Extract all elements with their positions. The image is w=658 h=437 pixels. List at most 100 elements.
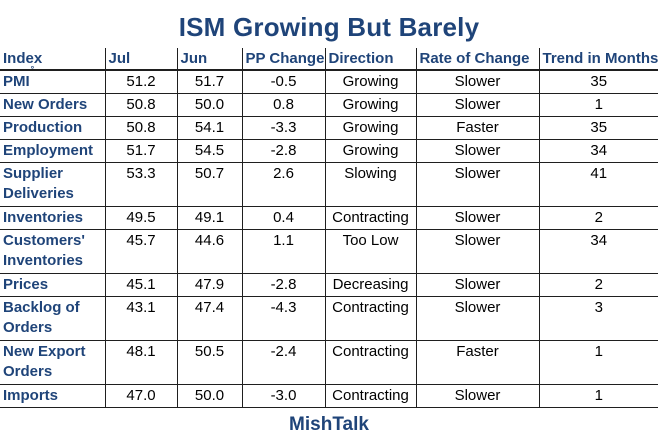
cell-jun: 47.4 xyxy=(176,296,242,341)
row-label-cell: Supplier Deliveries xyxy=(0,162,105,207)
cell-jul: 51.2 xyxy=(104,70,177,94)
cell-jun: 47.9 xyxy=(176,273,242,297)
row-label-cell: PMI° xyxy=(0,65,105,94)
cell-jul: 45.1 xyxy=(104,273,177,297)
cell-direction: Growing xyxy=(324,116,416,140)
table-row: New Orders 50.8 50.0 0.8 Growing Slower 1 xyxy=(0,93,658,117)
column-header-index: Index xyxy=(0,48,105,71)
cell-pp-change: -0.5 xyxy=(241,70,325,94)
row-label: PMI xyxy=(3,73,30,90)
cell-jun: 50.7 xyxy=(176,162,242,207)
row-label: Prices xyxy=(3,276,49,293)
cell-trend-in-months: 41 xyxy=(538,162,658,207)
cell-pp-change: 0.4 xyxy=(241,206,325,230)
cell-rate-of-change: Slower xyxy=(415,206,539,230)
column-header-trend-in-months: Trend in Months xyxy=(538,48,658,71)
row-label: Backlog of Orders xyxy=(3,299,80,336)
table-row: Prices 45.1 47.9 -2.8 Decreasing Slower 2 xyxy=(0,273,658,297)
cell-jul: 50.8 xyxy=(104,116,177,140)
cell-jun: 54.5 xyxy=(176,139,242,163)
table-row: PMI° 51.2 51.7 -0.5 Growing Slower 35 xyxy=(0,65,658,94)
row-label: Customers' Inventories xyxy=(3,232,85,269)
cell-jul: 49.5 xyxy=(104,206,177,230)
row-label-cell: Production xyxy=(0,116,105,140)
cell-direction: Decreasing xyxy=(324,273,416,297)
row-label: Supplier Deliveries xyxy=(3,165,74,202)
cell-pp-change: -2.8 xyxy=(241,139,325,163)
row-label-cell: Prices xyxy=(0,273,105,297)
column-header-jul: Jul xyxy=(104,48,177,71)
cell-pp-change: -2.8 xyxy=(241,273,325,297)
cell-rate-of-change: Slower xyxy=(415,229,539,274)
cell-jul: 48.1 xyxy=(104,340,177,385)
table-row: Supplier Deliveries 53.3 50.7 2.6 Slowing Slo… xyxy=(0,162,658,207)
table-row: Backlog of Orders 43.1 47.4 -4.3 Contracting… xyxy=(0,296,658,341)
row-label: Production xyxy=(3,119,83,136)
cell-rate-of-change: Slower xyxy=(415,273,539,297)
cell-pp-change: -3.0 xyxy=(241,384,325,408)
table-row: Imports 47.0 50.0 -3.0 Contracting Slower 1 xyxy=(0,384,658,408)
cell-rate-of-change: Faster xyxy=(415,116,539,140)
row-label: New Orders xyxy=(3,96,88,113)
row-label-cell: Customers' Inventories xyxy=(0,229,105,274)
cell-pp-change: -3.3 xyxy=(241,116,325,140)
cell-jun: 51.7 xyxy=(176,70,242,94)
cell-direction: Too Low xyxy=(324,229,416,274)
cell-rate-of-change: Slower xyxy=(415,93,539,117)
cell-rate-of-change: Slower xyxy=(415,162,539,207)
cell-jun: 44.6 xyxy=(176,229,242,274)
cell-trend-in-months: 2 xyxy=(538,206,658,230)
cell-pp-change: 1.1 xyxy=(241,229,325,274)
cell-trend-in-months: 34 xyxy=(538,139,658,163)
row-label: Employment xyxy=(3,142,94,159)
cell-jul: 43.1 xyxy=(104,296,177,341)
cell-trend-in-months: 1 xyxy=(538,340,658,385)
cell-trend-in-months: 35 xyxy=(538,70,658,94)
table-row: New Export Orders 48.1 50.5 -2.4 Contracting… xyxy=(0,340,658,385)
cell-rate-of-change: Slower xyxy=(415,139,539,163)
ism-table: Index Jul Jun PP Change Direction Rate of Cha… xyxy=(0,48,658,408)
cell-trend-in-months: 34 xyxy=(538,229,658,274)
footer-brand: MishTalk xyxy=(289,414,369,435)
cell-trend-in-months: 35 xyxy=(538,116,658,140)
cell-jul: 45.7 xyxy=(104,229,177,274)
table-row: Production 50.8 54.1 -3.3 Growing Faster 35 xyxy=(0,116,658,140)
page-title: ISM Growing But Barely xyxy=(178,12,480,42)
cell-jul: 51.7 xyxy=(104,139,177,163)
row-label-cell: New Export Orders xyxy=(0,340,105,385)
row-label-cell: Employment xyxy=(0,139,105,163)
cell-jun: 50.0 xyxy=(176,93,242,117)
cell-jul: 50.8 xyxy=(104,93,177,117)
table-row: Customers' Inventories 45.7 44.6 1.1 Too Low… xyxy=(0,229,658,274)
cell-jun: 50.0 xyxy=(176,384,242,408)
cell-pp-change: -4.3 xyxy=(241,296,325,341)
cell-rate-of-change: Slower xyxy=(415,70,539,94)
cell-direction: Growing xyxy=(324,139,416,163)
cell-jul: 47.0 xyxy=(104,384,177,408)
column-header-direction: Direction xyxy=(324,48,416,71)
column-header-jun: Jun xyxy=(176,48,242,71)
cell-rate-of-change: Slower xyxy=(415,384,539,408)
cell-pp-change: -2.4 xyxy=(241,340,325,385)
cell-jun: 50.5 xyxy=(176,340,242,385)
row-label-cell: Inventories xyxy=(0,206,105,230)
cell-direction: Slowing xyxy=(324,162,416,207)
cell-rate-of-change: Faster xyxy=(415,340,539,385)
row-label-cell: Backlog of Orders xyxy=(0,296,105,341)
cell-direction: Growing xyxy=(324,70,416,94)
row-label: New Export Orders xyxy=(3,343,86,380)
cell-jul: 53.3 xyxy=(104,162,177,207)
table-header-row: Index Jul Jun PP Change Direction Rate of Cha… xyxy=(0,48,658,71)
cell-direction: Contracting xyxy=(324,340,416,385)
registered-mark: ° xyxy=(30,64,35,74)
cell-trend-in-months: 1 xyxy=(538,384,658,408)
cell-trend-in-months: 1 xyxy=(538,93,658,117)
cell-direction: Contracting xyxy=(324,296,416,341)
row-label: Imports xyxy=(3,387,59,404)
cell-direction: Contracting xyxy=(324,384,416,408)
cell-pp-change: 2.6 xyxy=(241,162,325,207)
cell-pp-change: 0.8 xyxy=(241,93,325,117)
row-label-cell: Imports xyxy=(0,384,105,408)
cell-rate-of-change: Slower xyxy=(415,296,539,341)
